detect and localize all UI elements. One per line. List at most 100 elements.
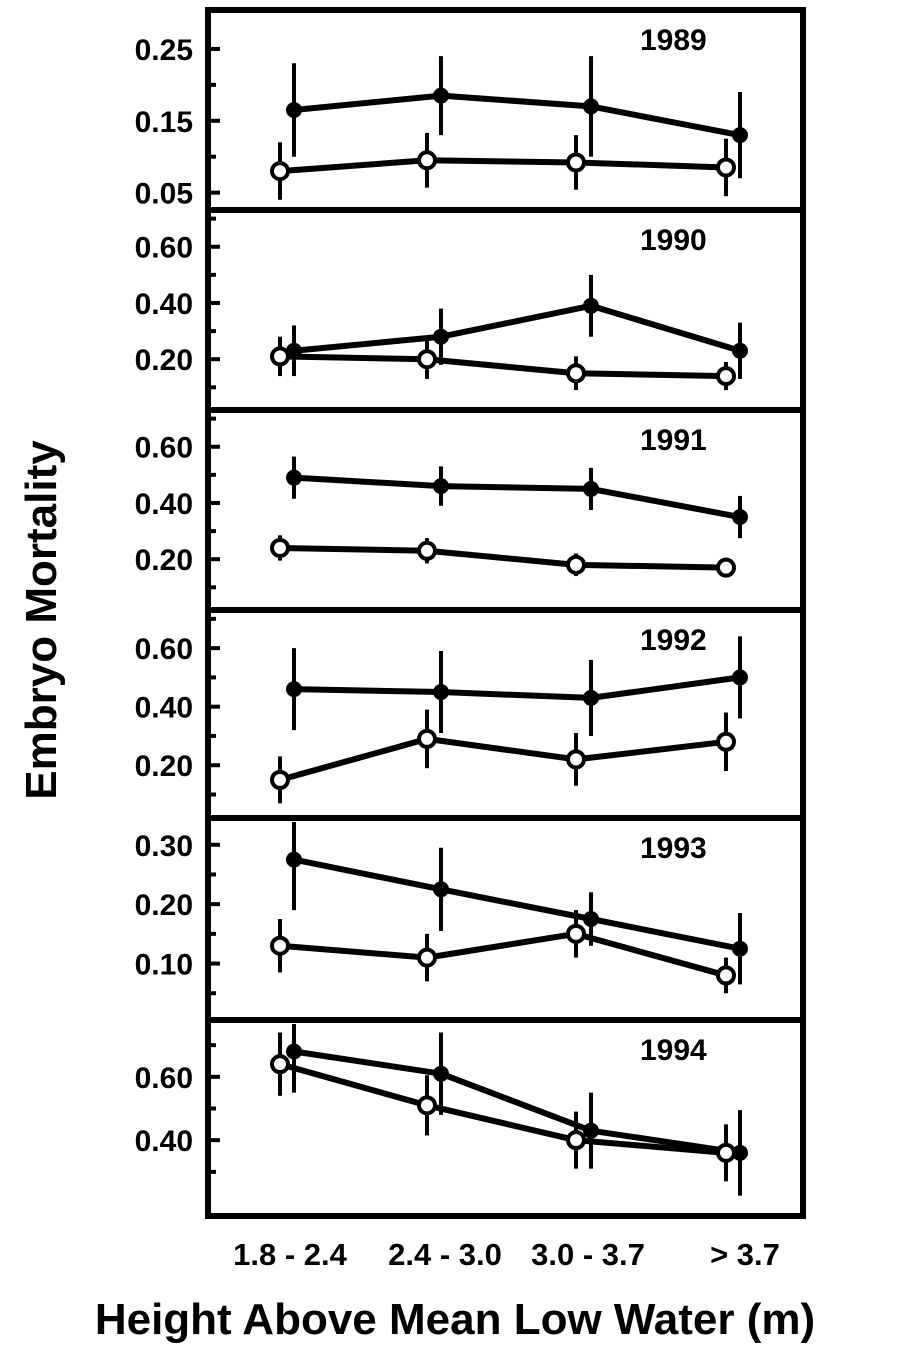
panels: 0.05 0.15 0.25 1989 0.20 0.40 0.60 1990 0.20 0.40…	[135, 7, 806, 1219]
data-point-filled	[433, 684, 449, 701]
data-point-filled	[583, 911, 599, 927]
series-filled	[286, 274, 748, 379]
y-tick-label: 0.40	[135, 692, 193, 725]
data-point-open	[566, 554, 586, 575]
data-point-filled	[433, 87, 449, 104]
y-tick-label: 0.40	[135, 288, 193, 321]
series-open	[270, 910, 736, 994]
data-point-filled	[286, 681, 302, 698]
data-point-filled	[433, 881, 449, 898]
y-axis-title: Embryo Mortality	[17, 440, 66, 800]
y-tick-label: 0.10	[135, 949, 193, 982]
series-filled	[286, 636, 748, 736]
data-point-filled	[286, 851, 302, 868]
data-point-filled	[732, 940, 748, 957]
y-tick-label: 0.30	[135, 830, 193, 863]
data-point-filled	[433, 478, 449, 495]
series-line	[279, 930, 727, 979]
data-point-filled	[433, 1065, 449, 1082]
y-tick-label: 0.20	[135, 544, 193, 577]
panel-year-label: 1992	[640, 624, 707, 657]
data-point-filled	[732, 127, 748, 144]
data-point-open	[417, 540, 437, 561]
panel-1989: 0.05 0.15 0.25 1989	[135, 7, 806, 213]
data-point-open	[716, 557, 736, 578]
data-point-open	[566, 923, 586, 944]
data-point-open	[417, 947, 437, 968]
data-point-open	[716, 157, 736, 178]
series-open	[270, 535, 736, 578]
series-open	[270, 1032, 736, 1182]
y-tick-label: 0.40	[135, 488, 193, 521]
panel-year-label: 1994	[640, 1034, 707, 1067]
series-line	[279, 1061, 727, 1156]
panel-frame	[205, 815, 806, 1023]
data-point-open	[270, 161, 290, 182]
data-point-filled	[732, 342, 748, 359]
x-category-label: 1.8 - 2.4	[233, 1237, 347, 1272]
panel-frame	[205, 1017, 806, 1219]
panel-year-label: 1990	[640, 224, 707, 257]
series-line	[293, 302, 741, 354]
data-point-open	[566, 1130, 586, 1151]
data-point-open	[566, 749, 586, 770]
data-point-open	[417, 1095, 437, 1116]
data-point-open	[716, 731, 736, 752]
series-filled	[286, 456, 748, 539]
series-open	[270, 336, 736, 391]
data-point-open	[716, 1142, 736, 1163]
data-point-filled	[583, 480, 599, 497]
data-point-filled	[732, 509, 748, 526]
y-tick-label: 0.20	[135, 889, 193, 922]
data-point-open	[417, 349, 437, 370]
panel-1994: 0.40 0.60 1994	[135, 1017, 806, 1219]
data-point-open	[270, 935, 290, 956]
data-point-filled	[732, 669, 748, 686]
x-axis-title: Height Above Mean Low Water (m)	[95, 1295, 815, 1344]
series-line	[293, 474, 741, 520]
series-filled	[286, 822, 748, 985]
panel-frame	[205, 207, 806, 413]
series-filled	[286, 56, 748, 179]
series-open	[270, 132, 736, 200]
data-point-filled	[286, 102, 302, 118]
x-category-label: > 3.7	[710, 1237, 780, 1272]
panel-1993: 0.10 0.20 0.30 1993	[135, 815, 806, 1023]
x-category-label: 3.0 - 3.7	[531, 1237, 645, 1272]
y-tick-label: 0.15	[135, 106, 193, 139]
y-tick-label: 0.25	[135, 34, 193, 67]
series-line	[279, 544, 727, 571]
panel-1991: 0.20 0.40 0.60 1991	[135, 407, 806, 613]
data-point-open	[270, 346, 290, 367]
panel-1992: 0.20 0.40 0.60 1992	[135, 607, 806, 821]
data-point-filled	[732, 1144, 748, 1161]
y-tick-label: 0.60	[135, 432, 193, 465]
data-point-open	[270, 537, 290, 558]
data-point-open	[716, 965, 736, 986]
y-tick-label: 0.05	[135, 178, 193, 211]
data-point-open	[270, 1054, 290, 1075]
data-point-open	[566, 152, 586, 173]
series-line	[293, 1048, 741, 1156]
series-open	[270, 709, 736, 804]
data-point-open	[270, 769, 290, 790]
data-point-open	[417, 728, 437, 749]
data-point-open	[716, 366, 736, 387]
series-line	[293, 674, 741, 701]
panel-frame	[205, 607, 806, 821]
series-filled	[286, 1024, 748, 1196]
data-point-filled	[433, 328, 449, 345]
x-category-labels: 1.8 - 2.4 2.4 - 3.0 3.0 - 3.7 > 3.7	[233, 1237, 780, 1272]
data-point-filled	[286, 1043, 302, 1060]
series-line	[293, 856, 741, 952]
panel-year-label: 1989	[640, 24, 707, 57]
data-point-filled	[583, 1122, 599, 1139]
panel-1990: 0.20 0.40 0.60 1990	[135, 207, 806, 413]
series-line	[279, 157, 727, 175]
panel-year-label: 1991	[640, 424, 707, 457]
series-line	[279, 735, 727, 783]
y-tick-label: 0.60	[135, 1062, 193, 1095]
series-line	[293, 92, 741, 139]
y-tick-label: 0.20	[135, 344, 193, 377]
